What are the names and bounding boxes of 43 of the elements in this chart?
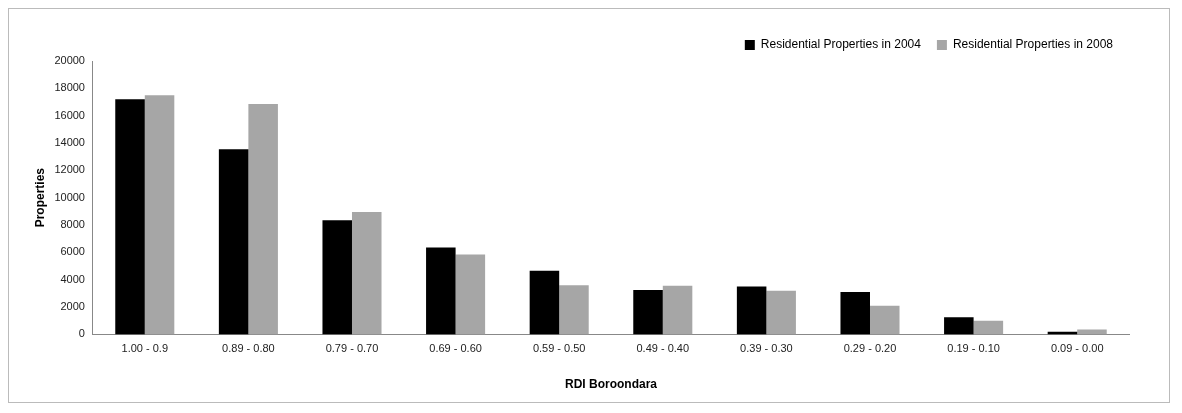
bar xyxy=(973,320,1004,335)
bar xyxy=(736,286,767,335)
bar xyxy=(633,289,663,335)
x-tick-label: 0.49 - 0.40 xyxy=(636,342,690,355)
y-tick-label: 20000 xyxy=(54,54,85,67)
legend-label: Residential Properties in 2008 xyxy=(952,37,1114,52)
x-tick-label: 0.59 - 0.50 xyxy=(532,342,586,355)
bar xyxy=(248,104,278,335)
bar xyxy=(455,254,486,335)
x-tick-label: 0.69 - 0.60 xyxy=(429,342,482,355)
bar xyxy=(840,292,870,335)
bar xyxy=(426,247,456,335)
x-tick-label: 0.89 - 0.80 xyxy=(222,342,275,355)
y-tick-label: 14000 xyxy=(54,136,85,149)
y-tick-label: 12000 xyxy=(54,163,85,176)
bar xyxy=(351,212,382,335)
y-tick-label: 16000 xyxy=(54,108,85,121)
legend-label: Residential Properties in 2004 xyxy=(760,37,922,52)
bar xyxy=(218,149,249,335)
x-tick-label: 0.09 - 0.00 xyxy=(1050,342,1104,355)
bar xyxy=(529,270,560,335)
y-tick-label: 8000 xyxy=(60,218,85,231)
x-tick-label: 1.00 - 0.9 xyxy=(121,342,169,355)
bar xyxy=(115,99,145,335)
y-tick-label: 6000 xyxy=(60,245,85,258)
y-tick-label: 0 xyxy=(78,327,85,340)
y-tick-label: 10000 xyxy=(54,190,85,203)
bar xyxy=(662,285,693,335)
bar xyxy=(322,220,352,335)
bar xyxy=(944,317,974,335)
y-tick-label: 2000 xyxy=(60,300,85,313)
x-tick-label: 0.39 - 0.30 xyxy=(740,342,793,355)
x-tick-label: 0.19 - 0.10 xyxy=(947,342,1000,355)
x-axis-title: RDI Boroondara xyxy=(564,377,658,392)
bar xyxy=(144,95,175,335)
y-tick-label: 4000 xyxy=(60,272,85,285)
bar xyxy=(559,285,589,335)
y-axis-title: Properties xyxy=(32,167,47,228)
y-tick-label: 18000 xyxy=(54,81,85,94)
x-tick-label: 0.79 - 0.70 xyxy=(325,342,379,355)
bar xyxy=(870,305,900,335)
bar xyxy=(766,290,796,335)
x-tick-label: 0.29 - 0.20 xyxy=(843,342,897,355)
